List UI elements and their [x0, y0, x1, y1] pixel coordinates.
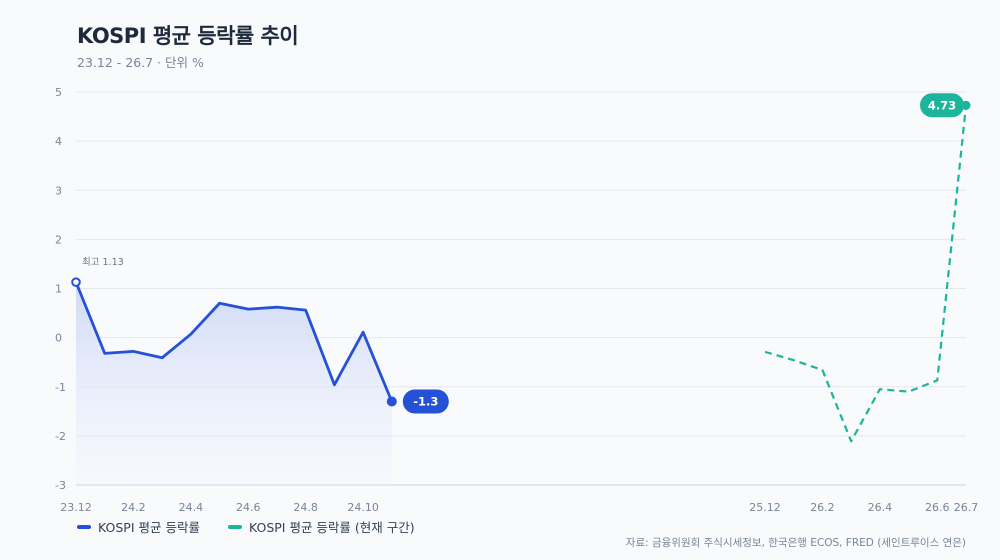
- peak-annotation: 최고 1.13: [82, 257, 124, 268]
- series-line-actual: [74, 280, 394, 403]
- legend-item-actual[interactable]: KOSPI 평균 등락률: [77, 517, 200, 536]
- x-tick-label: 24.8: [293, 501, 318, 514]
- data-point-actual: [103, 351, 107, 355]
- last-actual-value: -1.3: [413, 394, 438, 408]
- data-point-actual: [361, 330, 365, 334]
- data-point-actual: [131, 349, 135, 353]
- data-point-actual: [332, 383, 336, 387]
- legend-label-current: KOSPI 평균 등락률 (현재 구간): [248, 520, 415, 535]
- legend-label-actual: KOSPI 평균 등락률: [98, 520, 200, 535]
- data-point-actual: [160, 356, 164, 360]
- y-tick-label: -1: [55, 381, 66, 394]
- data-point-actual: [189, 332, 193, 336]
- y-tick-label: -2: [55, 430, 66, 443]
- y-tick-label: 1: [55, 283, 62, 296]
- y-tick-label: -3: [55, 479, 66, 492]
- area-layer: [76, 282, 392, 485]
- legend-swatch-actual: [77, 524, 91, 529]
- series-layer: [74, 105, 968, 443]
- data-point-actual: [275, 305, 279, 309]
- x-tick-label: 23.12: [60, 501, 92, 514]
- legend-swatch-current: [227, 524, 242, 529]
- x-tick-label: 26.4: [868, 501, 893, 514]
- x-tick-label: 24.2: [121, 501, 146, 514]
- y-tick-label: 0: [55, 332, 62, 345]
- legend-item-current[interactable]: KOSPI 평균 등락률 (현재 구간): [227, 517, 415, 536]
- x-tick-label: 26.7: [954, 501, 979, 514]
- data-point-current: [878, 387, 882, 391]
- x-tick-label: 24.6: [236, 501, 261, 514]
- label-layer: 5 4 3 2 1 0 -1 -2 -3 23.12 24.2 24.4 24.6 24.8 24.10 25…: [55, 86, 978, 514]
- data-point-current: [935, 378, 939, 382]
- x-tick-label: 26.2: [810, 501, 835, 514]
- x-tick-label: 25.12: [749, 501, 781, 514]
- source-note: 자료: 금융위원회 주식시세정보, 한국은행 ECOS, FRED (세인트루이…: [625, 537, 966, 549]
- last-current-badge: [920, 93, 964, 118]
- last-current-value: 4.73: [928, 98, 956, 112]
- x-tick-label: 26.6: [925, 501, 950, 514]
- series-line-current: [764, 105, 968, 443]
- data-point-current: [907, 390, 911, 394]
- y-tick-label: 2: [55, 233, 62, 246]
- data-point-current: [792, 358, 796, 362]
- legend: KOSPI 평균 등락률 KOSPI 평균 등락률 (현재 구간): [77, 517, 415, 536]
- area-fill-actual: [76, 282, 392, 485]
- y-tick-label: 4: [55, 135, 62, 148]
- last-actual-badge: [402, 389, 449, 414]
- peak-marker: [71, 277, 81, 287]
- data-point-actual: [218, 301, 222, 305]
- data-point-actual: [246, 307, 250, 311]
- x-tick-label: 24.4: [179, 501, 204, 514]
- data-point-actual: [304, 308, 308, 312]
- last-actual-marker: [386, 396, 397, 407]
- data-point-current: [820, 368, 824, 372]
- chart-title: KOSPI 평균 등락률 추이: [77, 24, 299, 48]
- chart-subtitle: 23.12 - 26.7 · 단위 %: [77, 55, 204, 70]
- x-tick-label: 24.10: [347, 501, 379, 514]
- y-tick-label: 3: [55, 184, 62, 197]
- data-point-current: [849, 439, 853, 443]
- y-tick-label: 5: [55, 86, 62, 99]
- data-point-current: [763, 350, 767, 354]
